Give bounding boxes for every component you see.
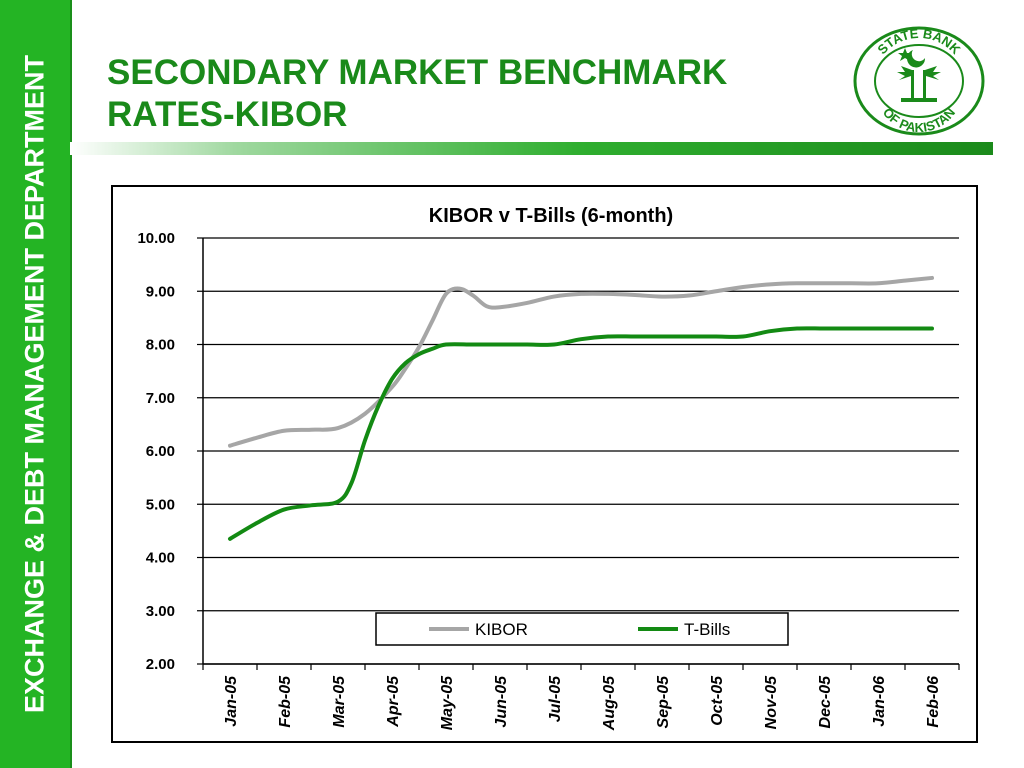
svg-text:STATE BANK: STATE BANK: [874, 26, 963, 57]
y-tick-label: 6.00: [146, 443, 175, 460]
x-tick-label: Sep-05: [655, 675, 672, 729]
chart-title: KIBOR v T-Bills (6-month): [429, 205, 673, 227]
x-tick-label: Mar-05: [331, 675, 348, 728]
x-tick-label: Apr-05: [385, 675, 402, 728]
page-title-line-1: SECONDARY MARKET BENCHMARK: [107, 53, 728, 92]
x-tick-label: Jan-05: [223, 675, 240, 727]
seal-top-text: STATE BANK: [874, 26, 963, 57]
x-tick-label: Jan-06: [871, 676, 888, 727]
y-tick-label: 10.00: [137, 230, 175, 247]
chart-frame: [111, 185, 978, 743]
sidebar: EXCHANGE & DEBT MANAGEMENT DEPARTMENT: [0, 0, 72, 768]
state-bank-of-pakistan-seal-icon: STATE BANK OF PAKISTAN: [853, 26, 985, 136]
department-label: EXCHANGE & DEBT MANAGEMENT DEPARTMENT: [19, 54, 50, 714]
x-tick-label: Jun-05: [493, 675, 510, 728]
y-tick-label: 2.00: [146, 656, 175, 673]
legend-kibor-label: KIBOR: [475, 620, 528, 639]
kibor-tbills-chart: KIBOR v T-Bills (6-month) 2.00 3.00 4.00 5.0…: [137, 205, 960, 731]
y-tick-label: 9.00: [146, 283, 175, 300]
kibor-line: [228, 275, 934, 448]
x-tick-label: Oct-05: [709, 675, 726, 726]
legend-tbills-label: T-Bills: [684, 620, 730, 639]
y-tick-label: 3.00: [146, 603, 175, 620]
page-title: SECONDARY MARKET BENCHMARK RATES-KIBOR: [107, 52, 847, 136]
y-tick-label: 5.00: [146, 496, 175, 513]
x-tick-label: Jul-05: [547, 675, 564, 722]
y-tick-label: 8.00: [146, 337, 175, 354]
tbills-line: [228, 326, 934, 541]
x-tick-label: Feb-06: [925, 676, 942, 728]
page-title-line-2: RATES-KIBOR: [107, 95, 348, 134]
title-divider: [70, 142, 993, 155]
x-tick-label: Nov-05: [763, 675, 780, 729]
x-tick-label: May-05: [439, 675, 456, 730]
y-tick-label: 4.00: [146, 550, 175, 567]
x-tick-label: Feb-05: [277, 675, 294, 728]
y-tick-label: 7.00: [146, 390, 175, 407]
x-tick-label: Dec-05: [817, 675, 834, 729]
x-tick-label: Aug-05: [601, 675, 618, 731]
